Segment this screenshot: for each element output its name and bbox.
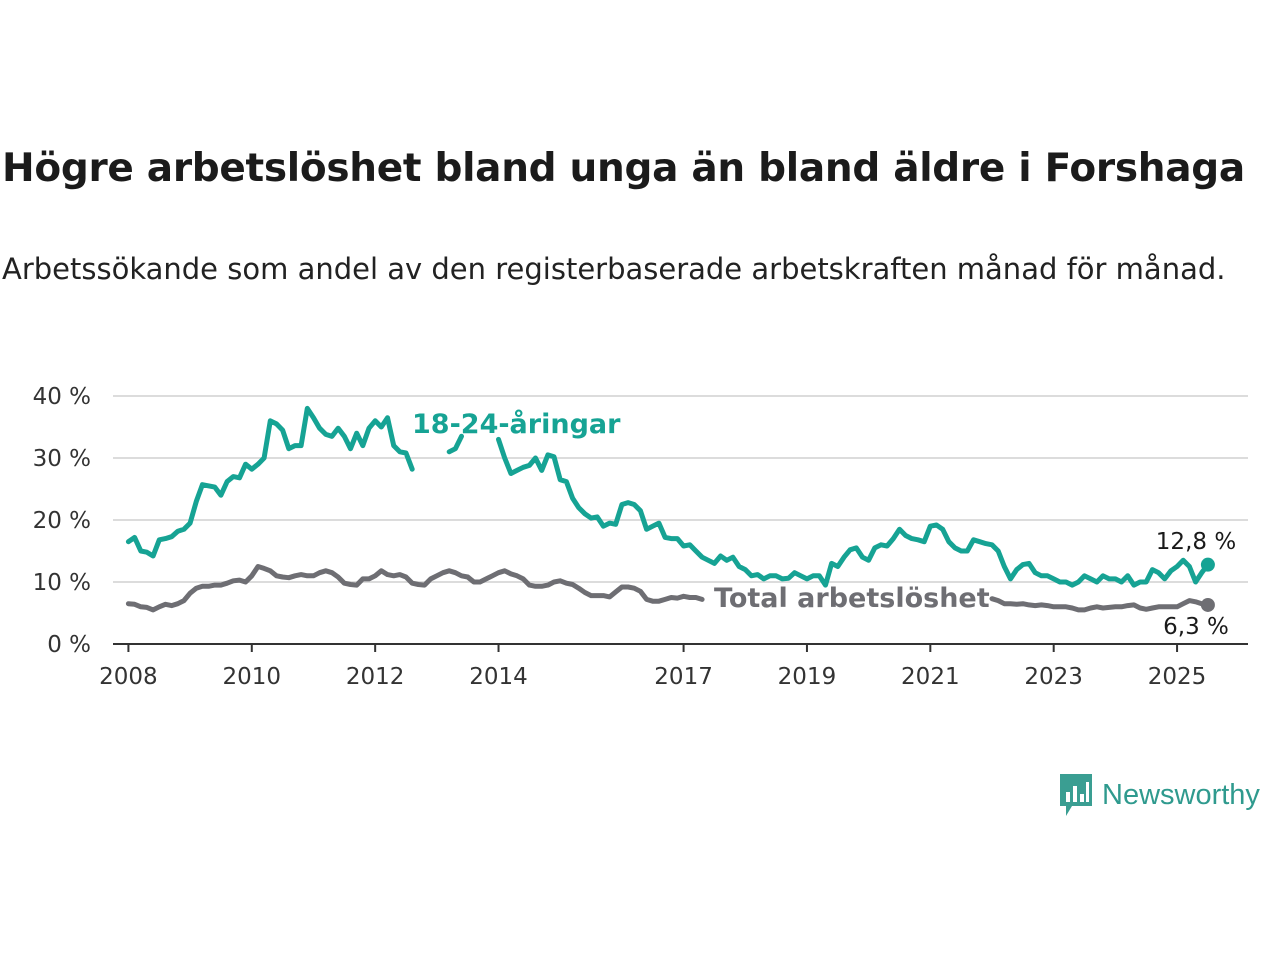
x-tick-label: 2017: [654, 664, 713, 690]
brand-name: Newsworthy: [1102, 778, 1260, 811]
x-tick-label: 2019: [778, 664, 837, 690]
x-tick-label: 2014: [469, 664, 528, 690]
y-tick-label: 10 %: [33, 570, 91, 596]
chart-subtitle: Arbetssökande som andel av den registerb…: [2, 252, 1226, 286]
end-value-total: 6,3 %: [1163, 614, 1229, 640]
x-tick-label: 2012: [346, 664, 405, 690]
x-axis: 2008 2010 2012 2014 2017 2019 2021 2023 2025: [99, 643, 1248, 690]
series-labels: 18-24-åringar Total arbetslöshet 12,8 % 6,3…: [412, 408, 1236, 640]
series-label-young: 18-24-åringar: [412, 408, 621, 440]
x-tick-label: 2010: [223, 664, 282, 690]
gridlines: [113, 395, 1248, 583]
brand-logo: Newsworthy: [1058, 772, 1260, 818]
x-tick-label: 2008: [99, 664, 158, 690]
y-tick-label: 30 %: [33, 446, 91, 472]
bar-chart-speech-bubble-icon: [1060, 774, 1092, 816]
end-value-young: 12,8 %: [1156, 529, 1236, 555]
series-line-young: [125, 405, 1211, 588]
line-chart: 0 % 10 % 20 % 30 % 40 % 2008 2010 2012 2014 2017…: [33, 384, 1248, 690]
y-axis: 0 % 10 % 20 % 30 % 40 %: [33, 384, 91, 658]
chart-title: Högre arbetslöshet bland unga än bland ä…: [2, 146, 1245, 191]
x-tick-label: 2025: [1148, 664, 1207, 690]
y-tick-label: 20 %: [33, 508, 91, 534]
y-tick-label: 40 %: [33, 384, 91, 410]
end-point-total: [1200, 597, 1215, 612]
series-lines: [125, 405, 1215, 613]
series-label-total: Total arbetslöshet: [714, 583, 990, 614]
end-point-young: [1200, 557, 1215, 572]
x-tick-label: 2023: [1024, 664, 1083, 690]
x-tick-label: 2021: [901, 664, 960, 690]
y-tick-label: 0 %: [47, 632, 91, 658]
series-line-total: [125, 564, 1211, 613]
